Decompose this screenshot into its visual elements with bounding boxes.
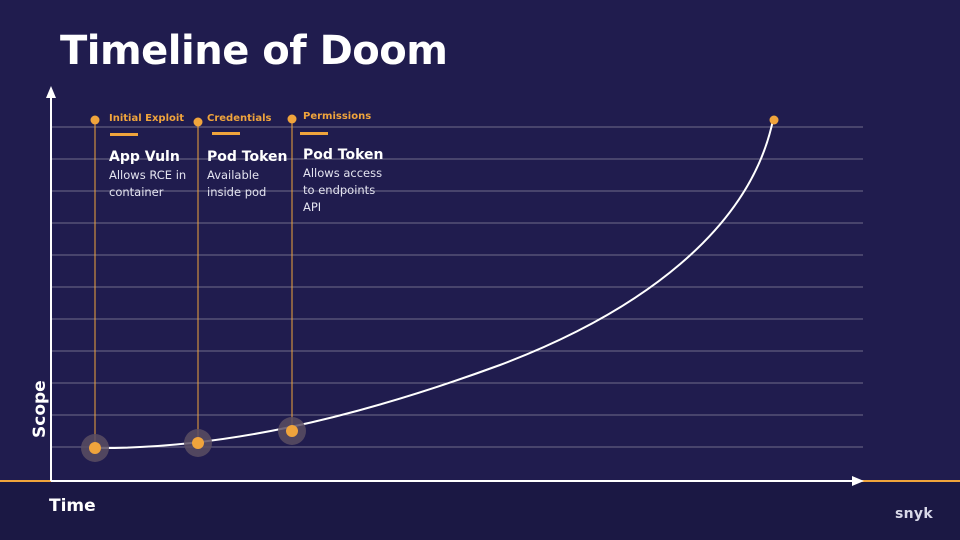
timeline-dot-icon bbox=[192, 437, 204, 449]
stage-description-line: API bbox=[303, 200, 322, 214]
y-axis-label: Scope bbox=[30, 380, 50, 438]
stage-tag: Credentials bbox=[207, 113, 272, 124]
stage-description-line: container bbox=[109, 185, 164, 199]
x-axis-arrow-icon bbox=[852, 476, 864, 486]
y-axis-arrow-icon bbox=[46, 86, 56, 98]
x-axis-label: Time bbox=[49, 496, 96, 516]
stage-description: Allows RCE in container bbox=[109, 167, 189, 201]
stage-tag: Initial Exploit bbox=[109, 113, 185, 124]
stage-dash bbox=[300, 132, 328, 135]
stage-description-line: Available bbox=[207, 168, 260, 182]
stage-description: Allows access to endpoints API bbox=[303, 165, 383, 216]
timeline-dot-icon bbox=[769, 115, 779, 125]
stage-title: Pod Token bbox=[207, 149, 288, 165]
timeline-dot-icon bbox=[193, 117, 203, 127]
stage-description-line: to endpoints bbox=[303, 183, 376, 197]
stage-dots bbox=[81, 114, 779, 462]
stage-tag: Permissions bbox=[303, 111, 372, 122]
stage-description-line: Allows access bbox=[303, 166, 383, 180]
slide-title: Timeline of Doom bbox=[60, 28, 448, 74]
right-accent-line bbox=[862, 480, 960, 482]
stage-dash bbox=[212, 132, 240, 135]
snyk-logo: snyk bbox=[895, 506, 933, 522]
timeline-dot-icon bbox=[287, 114, 297, 124]
stage-dash bbox=[110, 133, 138, 136]
stage-title: Pod Token bbox=[303, 147, 384, 163]
timeline-dot-icon bbox=[286, 425, 298, 437]
stage-title: App Vuln bbox=[109, 149, 180, 165]
left-accent-line bbox=[0, 480, 52, 482]
footer-band bbox=[0, 481, 960, 540]
grid-lines bbox=[51, 126, 863, 448]
stage-description: Available inside pod bbox=[207, 167, 287, 201]
stage-description-line: Allows RCE in bbox=[109, 168, 187, 182]
stage-description-line: inside pod bbox=[207, 185, 267, 199]
timeline-dot-icon bbox=[89, 442, 101, 454]
scope-growth-curve bbox=[94, 119, 774, 450]
timeline-dot-icon bbox=[90, 115, 100, 125]
stage-markers bbox=[94, 119, 293, 447]
